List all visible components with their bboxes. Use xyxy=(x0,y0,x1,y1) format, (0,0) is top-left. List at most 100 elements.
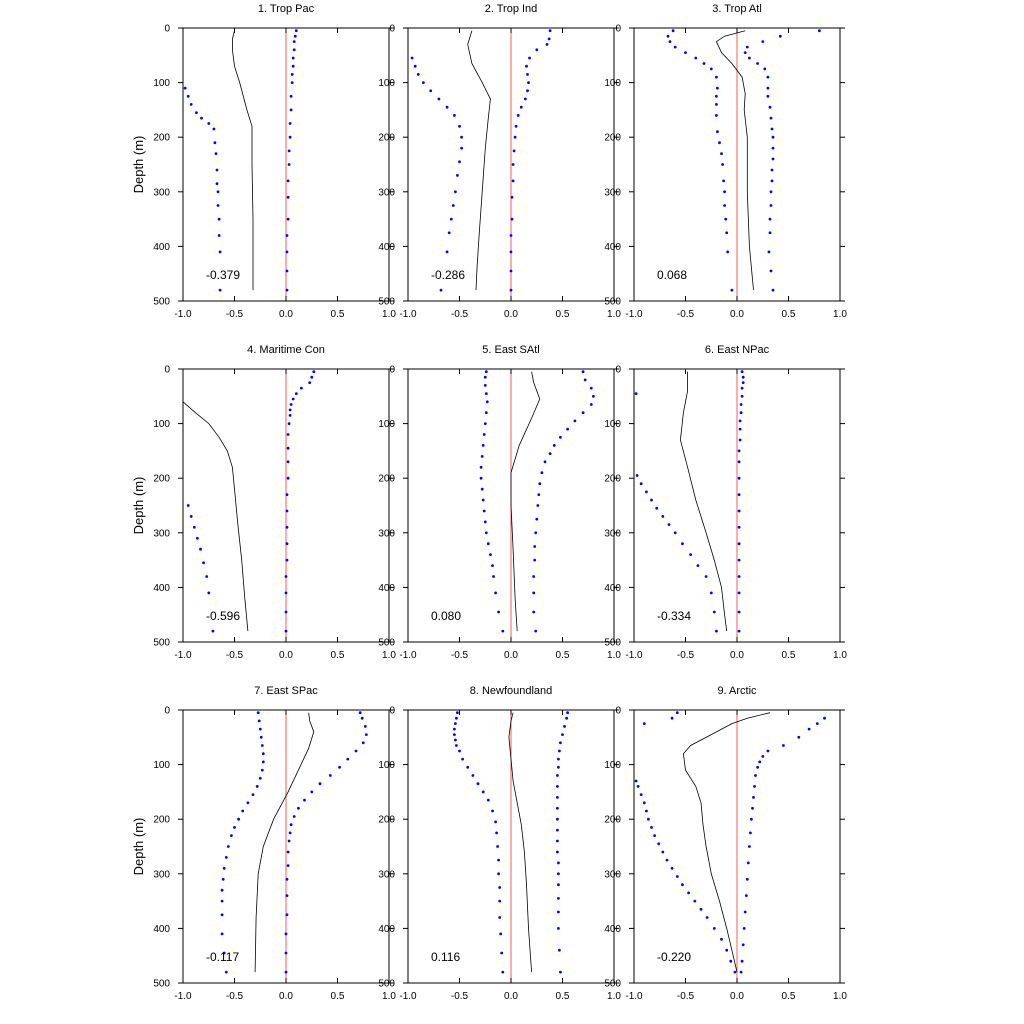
ci-point-lower xyxy=(705,916,709,919)
ci-point-lower xyxy=(716,86,719,90)
y-tick-label: 200 xyxy=(153,815,170,826)
ci-point-lower xyxy=(666,34,670,38)
y-axis-label: Depth (m) xyxy=(131,818,146,876)
ci-point-upper xyxy=(556,785,559,788)
ci-point-lower xyxy=(671,29,675,33)
ci-point-upper xyxy=(290,73,294,76)
y-axis-label: Depth (m) xyxy=(131,477,146,535)
ci-point-lower xyxy=(689,553,692,556)
ci-point-lower xyxy=(653,834,656,837)
ci-point-upper xyxy=(289,108,293,112)
ci-point-upper xyxy=(753,785,756,788)
panel-3: -1.0 -0.5 0.0 0.5 1.0 0 100 200 300 400 500 3. Trop… xyxy=(604,3,847,320)
ci-point-upper xyxy=(552,444,556,447)
x-tick-label: 1.0 xyxy=(833,309,847,320)
ci-point-upper xyxy=(581,370,585,374)
y-tick-label: 100 xyxy=(604,760,621,771)
ci-point-lower xyxy=(205,575,209,578)
ci-point-lower xyxy=(196,536,199,540)
ci-point-lower xyxy=(723,190,726,194)
x-tick-label: 1.0 xyxy=(833,991,847,1002)
ci-point-upper xyxy=(511,163,515,166)
panel-2: -1.0 -0.5 0.0 0.5 1.0 0 100 200 300 400 500 2. Trop… xyxy=(378,3,621,320)
ci-point-lower xyxy=(216,204,220,207)
y-tick-label: 200 xyxy=(153,474,170,485)
ci-point-upper xyxy=(737,509,741,513)
panel-title: 3. Trop Atl xyxy=(712,3,762,15)
ci-point-upper xyxy=(358,711,362,715)
y-tick-label: 500 xyxy=(153,638,170,649)
x-tick-label: 0.5 xyxy=(556,650,570,661)
ci-point-lower xyxy=(491,809,494,813)
y-tick-label: 500 xyxy=(604,979,621,990)
panel-title: 9. Arctic xyxy=(717,685,757,697)
ci-point-lower xyxy=(650,826,653,829)
y-tick-label: 300 xyxy=(604,528,621,539)
ci-point-lower xyxy=(494,591,497,595)
ci-point-upper xyxy=(557,765,560,769)
ci-point-lower xyxy=(501,970,505,974)
y-tick-label: 100 xyxy=(378,419,395,430)
ci-point-upper xyxy=(289,94,293,98)
ci-point-upper xyxy=(556,828,559,832)
y-tick-label: 500 xyxy=(153,979,170,990)
ci-point-lower xyxy=(657,842,661,846)
x-tick-label: 0.0 xyxy=(504,650,518,661)
ci-point-upper xyxy=(285,542,289,546)
y-tick-label: 300 xyxy=(153,869,170,880)
correlation-annotation: 0.068 xyxy=(657,268,687,282)
ci-point-upper xyxy=(559,970,562,974)
ci-point-lower xyxy=(200,116,203,120)
ci-point-upper xyxy=(589,403,593,406)
ci-point-lower xyxy=(496,845,499,848)
ci-point-lower xyxy=(704,575,708,578)
y-tick-label: 200 xyxy=(378,815,395,826)
ci-point-upper xyxy=(511,179,515,183)
ci-point-upper xyxy=(746,861,750,865)
x-tick-label: -0.5 xyxy=(677,991,695,1002)
x-tick-label: -1.0 xyxy=(174,650,192,661)
y-tick-label: 400 xyxy=(604,583,621,594)
ci-point-upper xyxy=(754,774,757,777)
panel-title: 2. Trop Ind xyxy=(485,3,538,15)
ci-point-upper xyxy=(737,476,741,480)
ci-point-upper xyxy=(512,149,516,153)
ci-point-upper xyxy=(559,741,562,745)
ci-point-upper xyxy=(288,122,292,125)
correlation-annotation: 0.116 xyxy=(431,950,460,964)
ci-point-upper xyxy=(533,558,537,562)
ci-point-upper xyxy=(310,375,314,379)
ci-point-lower xyxy=(501,629,505,633)
x-tick-label: 0.0 xyxy=(730,991,744,1002)
ci-point-upper xyxy=(526,89,529,93)
mean-profile-line xyxy=(254,712,315,973)
ci-point-upper xyxy=(516,114,520,117)
ci-point-lower xyxy=(712,610,716,614)
ci-point-upper xyxy=(288,414,292,417)
ci-point-lower xyxy=(207,591,211,595)
ci-point-upper xyxy=(766,75,770,79)
x-tick-label: 0.5 xyxy=(331,650,345,661)
ci-point-upper xyxy=(524,97,527,101)
y-tick-label: 400 xyxy=(153,242,170,253)
ci-point-upper xyxy=(557,883,560,887)
ci-point-lower xyxy=(724,217,728,221)
ci-point-lower xyxy=(497,858,500,862)
ci-point-lower xyxy=(447,231,451,235)
ci-point-lower xyxy=(416,73,420,76)
ci-point-lower xyxy=(497,610,500,614)
ci-point-upper xyxy=(532,610,536,614)
ci-point-lower xyxy=(720,152,723,156)
ci-point-upper xyxy=(557,897,560,900)
ci-point-lower xyxy=(461,757,464,761)
ci-point-upper xyxy=(312,370,316,374)
ci-point-lower xyxy=(665,858,669,862)
ci-point-lower xyxy=(454,738,457,742)
x-tick-label: 1.0 xyxy=(382,309,396,320)
ci-point-lower xyxy=(183,86,187,90)
ci-point-lower xyxy=(725,231,729,235)
ci-point-upper xyxy=(738,427,742,431)
y-tick-label: 400 xyxy=(153,924,170,935)
ci-point-lower xyxy=(715,75,718,79)
ci-point-upper xyxy=(538,482,542,486)
